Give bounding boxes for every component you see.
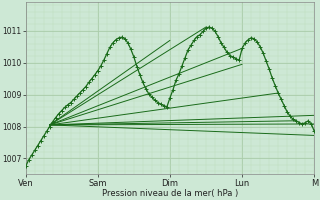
X-axis label: Pression niveau de la mer( hPa ): Pression niveau de la mer( hPa ): [102, 189, 238, 198]
